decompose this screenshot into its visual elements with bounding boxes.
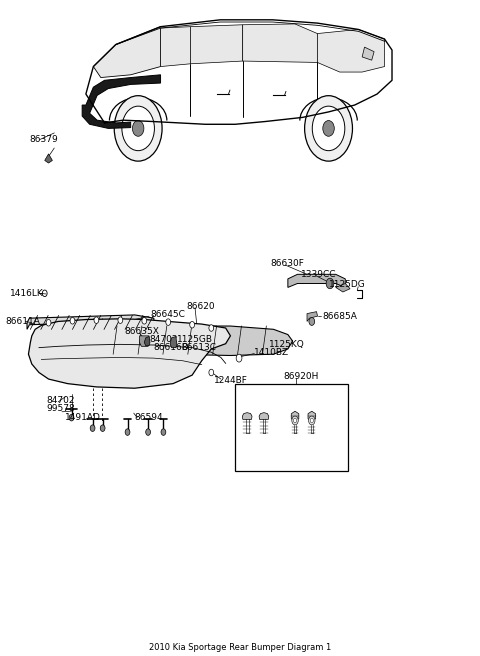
Circle shape	[46, 319, 51, 326]
Circle shape	[312, 106, 345, 151]
Circle shape	[100, 425, 105, 432]
Text: 86613C: 86613C	[181, 343, 216, 352]
Text: 99578: 99578	[46, 404, 75, 413]
Circle shape	[309, 318, 315, 325]
Circle shape	[236, 354, 242, 362]
Polygon shape	[291, 411, 299, 421]
Circle shape	[90, 425, 95, 432]
Circle shape	[142, 318, 147, 324]
Text: 86645C: 86645C	[150, 310, 185, 319]
Circle shape	[166, 319, 170, 325]
Polygon shape	[45, 154, 52, 163]
Circle shape	[310, 419, 313, 422]
Text: 1125GB: 1125GB	[177, 335, 213, 344]
Polygon shape	[140, 336, 149, 346]
Polygon shape	[191, 25, 243, 64]
Circle shape	[69, 415, 74, 421]
Text: 84702: 84702	[46, 396, 75, 405]
Circle shape	[326, 278, 334, 289]
Polygon shape	[144, 337, 150, 346]
Text: 1125KQ: 1125KQ	[269, 340, 304, 349]
Circle shape	[209, 369, 214, 376]
Circle shape	[190, 321, 194, 328]
Polygon shape	[288, 274, 345, 287]
Text: 86593F: 86593F	[279, 385, 313, 394]
Circle shape	[323, 121, 334, 136]
Circle shape	[305, 96, 352, 161]
Circle shape	[161, 429, 166, 436]
Circle shape	[292, 416, 298, 425]
Text: 86635X: 86635X	[124, 327, 159, 337]
Text: 1249JA: 1249JA	[239, 385, 270, 394]
Text: 1249JA: 1249JA	[244, 435, 275, 443]
Polygon shape	[92, 326, 293, 356]
Circle shape	[114, 96, 162, 161]
Text: 86593F: 86593F	[297, 445, 330, 453]
Text: 86379: 86379	[29, 135, 58, 144]
Polygon shape	[308, 411, 315, 421]
Text: 86685A: 86685A	[323, 312, 357, 321]
Text: 86620: 86620	[186, 302, 215, 311]
Polygon shape	[336, 283, 350, 292]
Text: 2010 Kia Sportage Rear Bumper Diagram 1: 2010 Kia Sportage Rear Bumper Diagram 1	[149, 643, 331, 652]
Circle shape	[209, 325, 214, 331]
Circle shape	[94, 317, 99, 323]
Polygon shape	[307, 312, 318, 321]
Polygon shape	[160, 27, 191, 66]
Circle shape	[293, 419, 297, 422]
Polygon shape	[28, 319, 230, 388]
Circle shape	[132, 121, 144, 136]
Text: 1416LK: 1416LK	[10, 289, 44, 298]
Circle shape	[309, 416, 315, 425]
Text: 86616D: 86616D	[154, 343, 190, 352]
Polygon shape	[242, 413, 252, 419]
Bar	[235, 384, 348, 471]
Polygon shape	[317, 30, 384, 72]
Polygon shape	[27, 315, 154, 329]
Text: 1244BF: 1244BF	[214, 376, 248, 385]
Text: 86920H: 86920H	[283, 372, 318, 381]
Polygon shape	[93, 28, 160, 77]
Circle shape	[70, 318, 75, 324]
Text: 86594: 86594	[135, 413, 163, 422]
Polygon shape	[170, 337, 177, 348]
Polygon shape	[362, 47, 374, 60]
Circle shape	[122, 106, 155, 151]
Circle shape	[125, 429, 130, 436]
Polygon shape	[243, 24, 317, 62]
Text: 1491AD: 1491AD	[65, 413, 101, 422]
Text: 1125DG: 1125DG	[328, 280, 365, 289]
Circle shape	[146, 429, 151, 436]
Circle shape	[118, 317, 123, 323]
Text: 1410BZ: 1410BZ	[254, 348, 289, 357]
Circle shape	[42, 290, 47, 297]
Polygon shape	[82, 75, 160, 129]
Polygon shape	[259, 413, 269, 419]
Text: 86611A: 86611A	[5, 317, 40, 326]
Text: 86630F: 86630F	[270, 259, 304, 268]
Text: 1339CC: 1339CC	[301, 270, 337, 279]
Text: 84702: 84702	[149, 335, 178, 344]
